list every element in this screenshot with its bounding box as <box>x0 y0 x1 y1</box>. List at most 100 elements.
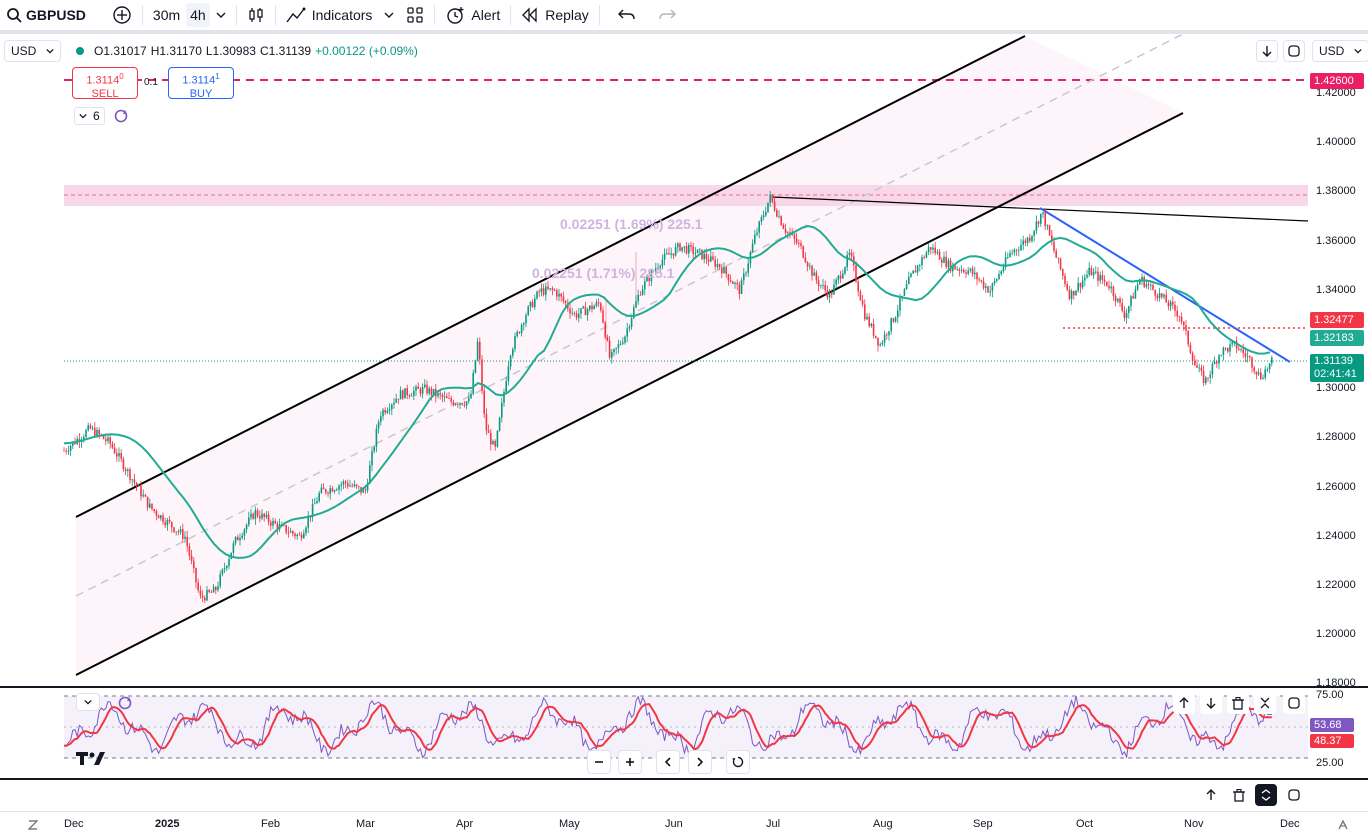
candle-body <box>468 398 470 402</box>
pane-move-down-button[interactable] <box>1200 692 1222 714</box>
candle-body <box>586 309 589 316</box>
candle-body <box>129 469 131 481</box>
candle-body <box>314 503 316 505</box>
candle-body <box>1198 367 1200 369</box>
candle-body <box>831 292 833 295</box>
candle-body <box>102 435 105 440</box>
candle-body <box>151 503 153 510</box>
indicators-dropdown[interactable] <box>378 0 400 30</box>
candle-body <box>914 270 917 273</box>
interval-dropdown[interactable] <box>210 0 232 30</box>
rsi-collapse-toggle[interactable] <box>76 693 100 711</box>
candle-body <box>569 308 571 314</box>
scroll-right-button[interactable] <box>688 750 712 774</box>
candle-body <box>364 489 367 491</box>
candle-body <box>809 265 811 267</box>
pane-move-up-button[interactable] <box>1173 692 1195 714</box>
indicators-collapse-toggle[interactable]: 6 <box>74 107 105 125</box>
candle-body <box>252 513 254 519</box>
candle-body <box>639 294 642 296</box>
candle-body <box>1035 221 1038 231</box>
spread-value: 0.1 <box>144 77 158 88</box>
buy-button[interactable]: 1.31141 BUY <box>168 67 234 100</box>
candle-body <box>822 284 824 286</box>
candle-body <box>547 286 549 290</box>
candle-body <box>437 393 439 397</box>
interval-30m[interactable]: 30m <box>147 0 186 30</box>
currency-selector-right[interactable]: USD <box>1312 40 1368 62</box>
candle-body <box>120 453 122 459</box>
zoom-in-button[interactable] <box>618 750 642 774</box>
bottom-pane-up-button[interactable] <box>1200 784 1222 806</box>
zoom-out-button[interactable] <box>587 750 611 774</box>
candle-body <box>318 493 320 502</box>
candle-body <box>127 469 129 472</box>
candle-body <box>179 529 182 532</box>
alert-button[interactable]: Alert <box>439 0 506 30</box>
scroll-down-button[interactable] <box>1256 40 1278 62</box>
scroll-left-button[interactable] <box>656 750 680 774</box>
candle-body <box>1057 257 1060 259</box>
candle-body <box>173 527 175 532</box>
pane-separator[interactable] <box>0 686 1368 688</box>
candle-body <box>589 305 591 310</box>
interval-4h[interactable]: 4h <box>186 3 210 27</box>
candle-body <box>564 301 567 304</box>
alert-label: Alert <box>471 7 501 23</box>
bottom-pane-collapse-button[interactable] <box>1255 784 1277 806</box>
candle-body <box>1084 277 1086 281</box>
candle-body <box>199 590 202 596</box>
layout-button[interactable] <box>400 0 430 30</box>
candle-body <box>842 273 844 279</box>
candle-body <box>391 404 393 410</box>
candle-body <box>1040 213 1042 224</box>
undo-button[interactable] <box>612 0 642 30</box>
bottom-pane-maximize-button[interactable] <box>1283 784 1305 806</box>
price-chart[interactable] <box>0 34 1308 686</box>
auto-scale-toggle[interactable] <box>1338 819 1348 833</box>
candle-body <box>987 286 989 293</box>
bottom-pane-delete-button[interactable] <box>1228 784 1250 806</box>
candle-body <box>219 574 221 587</box>
rsi-refresh-icon[interactable] <box>117 695 133 711</box>
indicators-button[interactable]: Indicators <box>280 0 379 30</box>
sell-button[interactable]: 1.31140 SELL <box>72 67 138 100</box>
chevron-right-icon <box>697 757 704 767</box>
candle-body <box>941 259 943 263</box>
price-tick-label: 1.26000 <box>1316 480 1356 493</box>
replay-button[interactable]: Replay <box>515 0 595 30</box>
chart-type-button[interactable] <box>241 0 271 30</box>
compare-button[interactable] <box>106 0 138 30</box>
candle-body <box>934 247 936 254</box>
candle-body <box>1024 240 1027 243</box>
currency-selector-left[interactable]: USD <box>4 40 62 62</box>
candle-body <box>459 403 461 405</box>
candle-body <box>1191 352 1194 361</box>
candle-body <box>729 280 732 282</box>
pane-delete-button[interactable] <box>1227 692 1249 714</box>
maximize-pane-button[interactable] <box>1283 40 1305 62</box>
timezone-glyph <box>27 820 39 830</box>
candle-body <box>226 565 228 569</box>
reset-chart-button[interactable] <box>726 750 750 774</box>
candle-body <box>492 441 494 445</box>
candle-body <box>98 429 100 435</box>
refresh-icon[interactable] <box>113 108 129 124</box>
rsi-chart[interactable] <box>0 688 1308 778</box>
candle-body <box>1095 271 1097 273</box>
candle-body <box>971 268 974 275</box>
candle-body <box>261 513 263 519</box>
symbol-search[interactable]: GBPUSD <box>0 0 92 30</box>
candle-body <box>677 243 679 248</box>
pane-collapse-button[interactable] <box>1254 692 1276 714</box>
candle-body <box>593 306 595 310</box>
candle-body <box>732 281 734 284</box>
candle-body <box>575 313 578 318</box>
candle-body <box>503 391 505 403</box>
timezone-icon[interactable] <box>27 820 39 833</box>
candle-body <box>1075 290 1077 296</box>
pane-maximize-button[interactable] <box>1283 692 1305 714</box>
candle-body <box>1064 275 1066 284</box>
rsi-level-low: 25.00 <box>1316 757 1344 769</box>
redo-button[interactable] <box>652 0 682 30</box>
